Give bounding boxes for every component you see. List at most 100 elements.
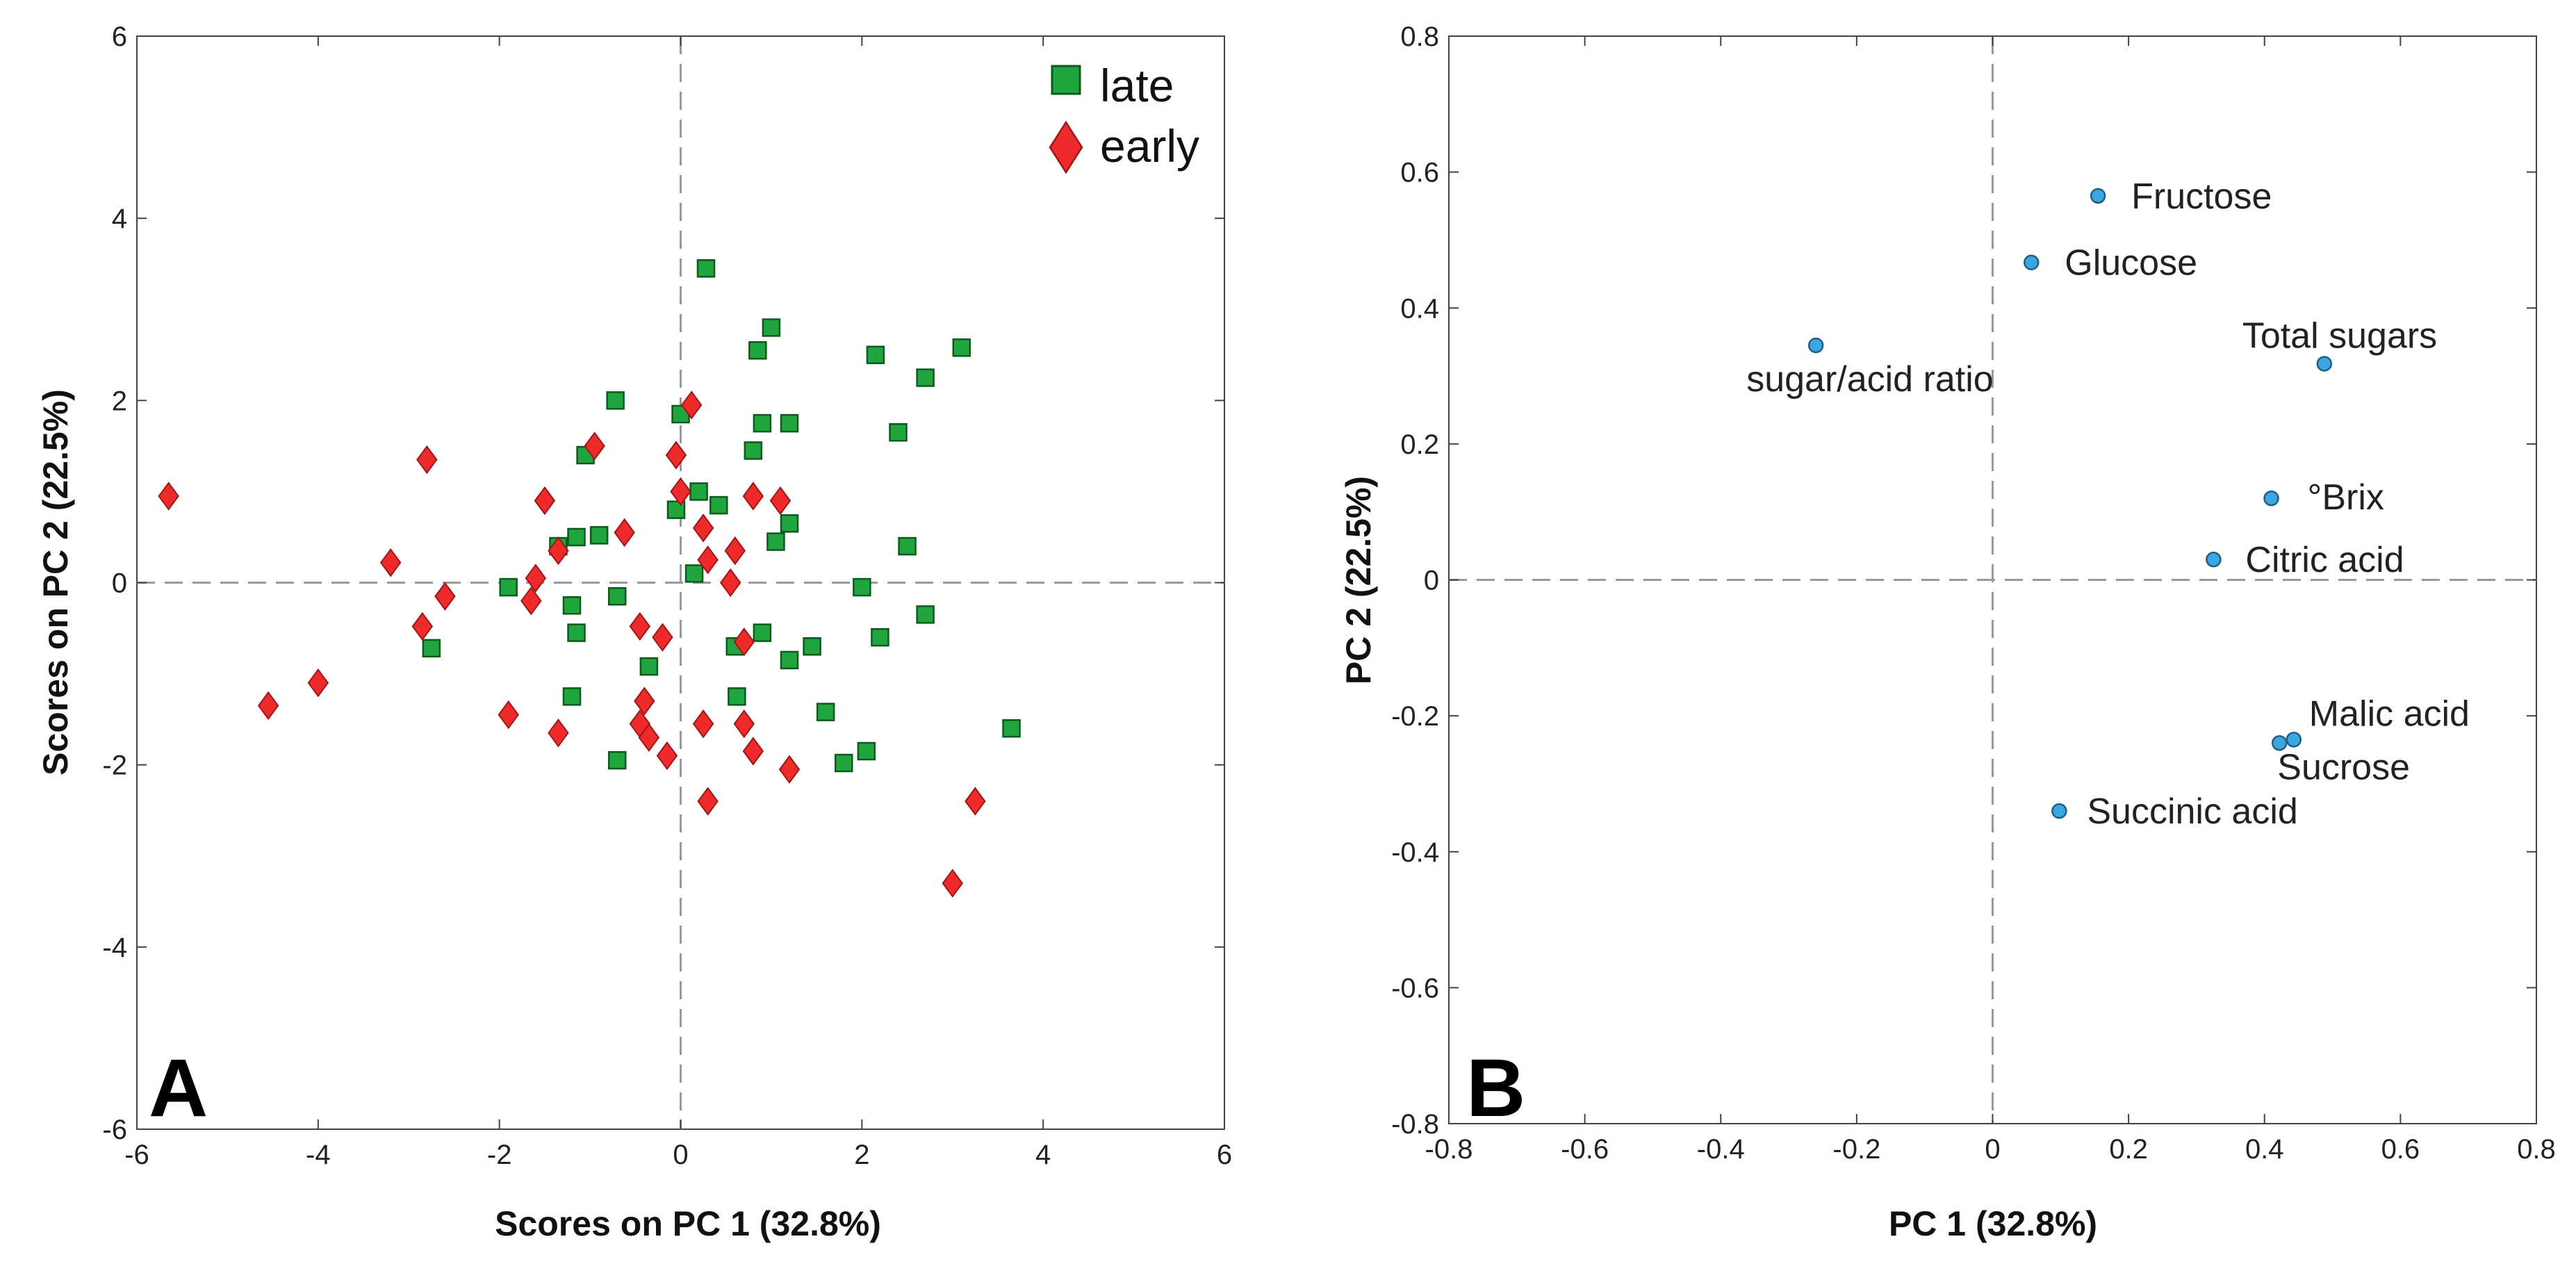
panel-a-x-tick-label: 0 — [673, 1140, 688, 1170]
panel-b-x-tick-label: 0 — [1985, 1134, 2000, 1165]
point-early — [158, 482, 179, 511]
point-early — [416, 445, 438, 475]
legend-label-late: late — [1100, 60, 1174, 111]
point-late — [766, 532, 785, 551]
panel-a-y-tick-label: 6 — [112, 22, 127, 52]
point-early — [692, 514, 714, 543]
point-early — [680, 391, 703, 420]
panel-a-x-tick-label: -2 — [487, 1140, 512, 1170]
point-late — [684, 564, 704, 583]
panel-b-ticks: -0.8 -0.6 -0.4 -0.2 0 0.2 0.4 0.6 0.8 -0.8 -0.6 -0.… — [1391, 22, 2556, 1165]
panel-b-x-tick-label: 0.4 — [2245, 1134, 2284, 1165]
point-early — [629, 612, 651, 641]
point-late — [762, 318, 781, 337]
point-early — [719, 568, 741, 598]
legend-label-early: early — [1100, 120, 1199, 172]
panel-b-x-tick-label: -0.8 — [1425, 1134, 1473, 1165]
point-early — [652, 623, 673, 652]
point-early — [498, 700, 519, 730]
panel-a-points — [158, 259, 1021, 898]
point-early — [638, 723, 660, 753]
point-early — [665, 441, 687, 470]
panel-b-x-tick-label: 0.8 — [2517, 1134, 2556, 1165]
point-late — [871, 627, 889, 647]
point-late — [835, 753, 853, 773]
point-early — [742, 737, 764, 766]
point-late — [607, 586, 627, 606]
legend: late early — [1049, 60, 1199, 174]
point-early — [584, 432, 605, 461]
point-late — [562, 596, 582, 615]
panel-a-y-axis-label: Scores on PC 2 (22.5%) — [36, 389, 75, 775]
point-late — [898, 536, 917, 556]
panel-b-label: B — [1466, 1042, 1525, 1134]
panel-a-x-tick-label: 2 — [854, 1140, 869, 1170]
panel-a-y-tick-label: 4 — [112, 204, 127, 234]
point-late — [952, 338, 971, 357]
point-brix — [2263, 490, 2279, 507]
panel-a-y-tick-label: 2 — [112, 386, 127, 416]
panel-a-y-tick-label: 0 — [112, 568, 127, 599]
point-label-sucrose: Sucrose — [2277, 747, 2410, 787]
point-early — [742, 482, 764, 511]
point-late — [853, 577, 871, 597]
point-late — [857, 741, 876, 761]
panel-b-y-tick-label: 0.4 — [1400, 293, 1439, 324]
point-early — [769, 486, 791, 516]
panel-a-y-tick-label: -4 — [102, 933, 127, 963]
legend-marker-early — [1049, 120, 1083, 174]
point-total-sugars — [2316, 356, 2333, 372]
point-early — [733, 627, 755, 657]
point-label-malic-acid: Malic acid — [2309, 693, 2470, 734]
point-early — [257, 691, 279, 721]
point-sugar-acid-ratio — [1807, 337, 1824, 354]
point-late — [696, 259, 716, 278]
panel-b-y-tick-label: 0.2 — [1400, 429, 1439, 460]
panel-b-x-tick-label: 0.2 — [2109, 1134, 2148, 1165]
panel-b-y-axis-label: PC 2 (22.5%) — [1339, 476, 1378, 684]
panel-b-y-tick-label: -0.4 — [1391, 837, 1439, 868]
point-early — [942, 869, 963, 898]
point-late — [780, 514, 799, 533]
point-early — [379, 548, 402, 577]
point-label-sugar-acid-ratio: sugar/acid ratio — [1746, 359, 1994, 400]
point-late — [589, 526, 609, 545]
panel-a-x-tick-label: -6 — [124, 1140, 149, 1170]
point-label-succinic-acid: Succinic acid — [2087, 791, 2297, 832]
point-early — [411, 612, 434, 641]
point-early — [697, 787, 719, 816]
point-early — [548, 536, 569, 566]
panel-a-x-axis-label: Scores on PC 1 (32.8%) — [495, 1204, 881, 1243]
panel-b-y-tick-label: 0 — [1424, 566, 1439, 596]
panel-b-y-tick-label: -0.6 — [1391, 973, 1439, 1003]
point-late — [866, 345, 885, 365]
point-early — [520, 586, 542, 616]
panel-b-x-tick-label: -0.6 — [1561, 1134, 1609, 1165]
panel-b-y-tick-label: -0.2 — [1391, 701, 1439, 732]
point-late — [916, 368, 935, 387]
point-late — [689, 482, 708, 501]
point-malic-acid — [2286, 732, 2302, 748]
point-late — [567, 527, 586, 547]
point-late — [748, 340, 767, 360]
point-late — [709, 495, 728, 515]
point-late — [639, 657, 659, 676]
point-late — [562, 687, 582, 706]
point-late — [816, 703, 835, 721]
point-late — [780, 650, 799, 670]
panel-a-zero-lines — [137, 36, 1224, 1129]
point-early — [634, 687, 655, 716]
panel-a-label: A — [149, 1042, 208, 1134]
point-early — [656, 741, 678, 771]
panel-b-y-tick-label: -0.8 — [1391, 1109, 1439, 1140]
point-early — [614, 518, 635, 548]
point-early — [525, 564, 547, 593]
panel-a-scores-plot: -6 -4 -2 0 2 4 6 -6 -4 -2 0 2 4 6 Scores on PC 1 (32.… — [36, 22, 1232, 1243]
point-sucrose — [2272, 735, 2288, 751]
panel-b-x-tick-label: 0.6 — [2381, 1134, 2420, 1165]
point-late — [607, 750, 627, 770]
point-early — [778, 755, 801, 784]
point-late — [744, 441, 763, 460]
point-late — [499, 577, 518, 597]
